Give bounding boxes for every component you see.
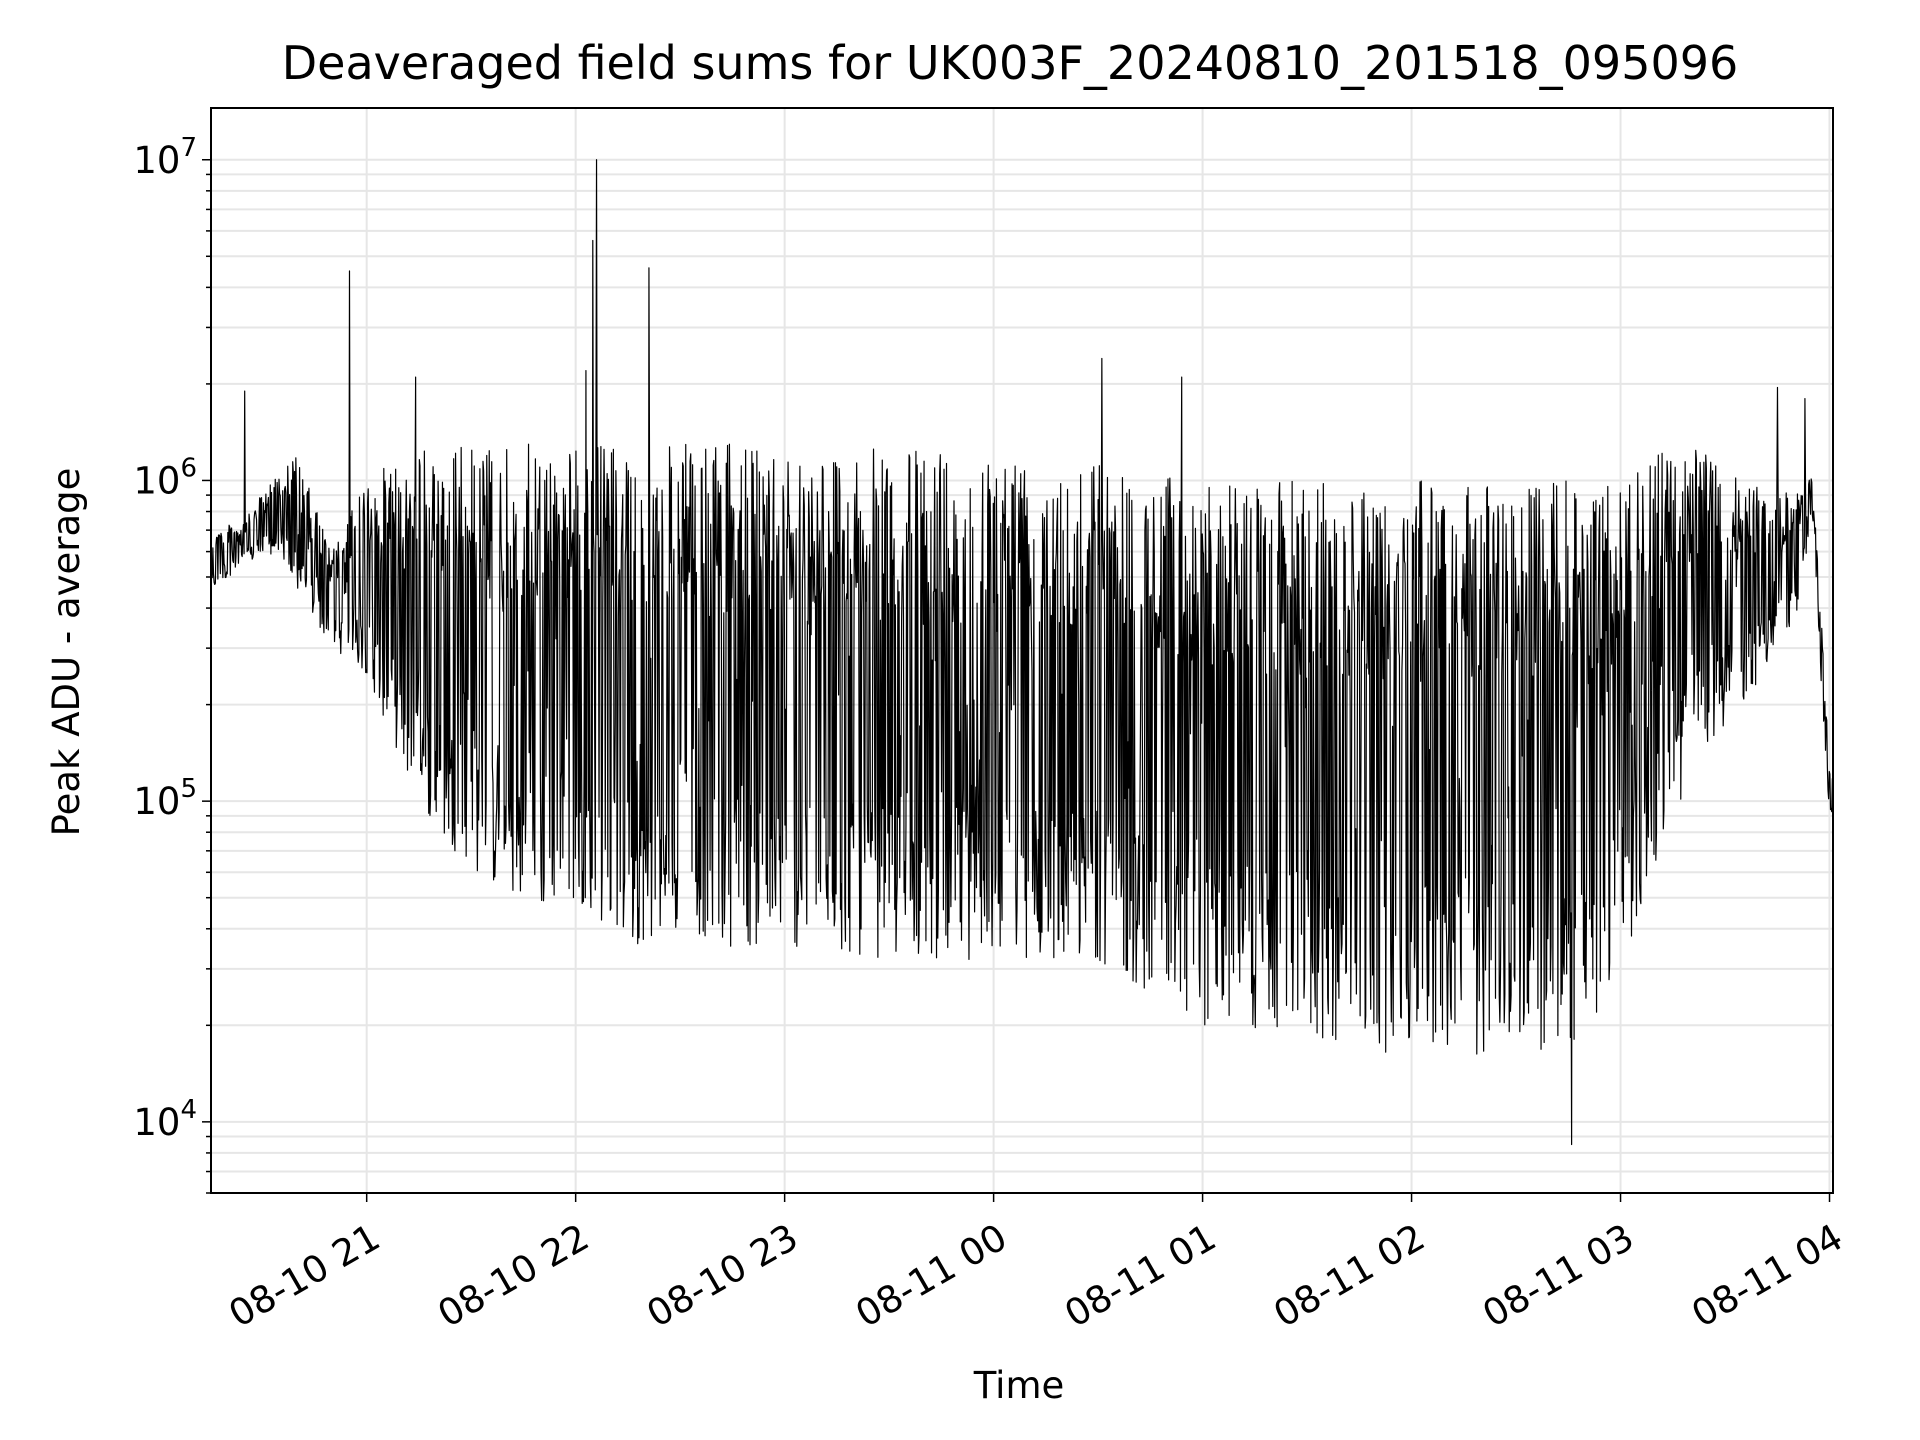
plot-frame bbox=[210, 107, 1834, 1194]
y-tick-label: 106 bbox=[133, 453, 197, 502]
chart-title: Deaveraged field sums for UK003F_2024081… bbox=[282, 36, 1739, 90]
y-tick-label: 105 bbox=[133, 774, 197, 823]
y-tick-label: 107 bbox=[133, 133, 197, 182]
x-axis-label: Time bbox=[973, 1364, 1065, 1407]
y-tick-label: 104 bbox=[133, 1095, 197, 1144]
data-series bbox=[210, 159, 1834, 1146]
data-line bbox=[210, 159, 1834, 1146]
y-axis-label: Peak ADU - average bbox=[45, 468, 88, 837]
